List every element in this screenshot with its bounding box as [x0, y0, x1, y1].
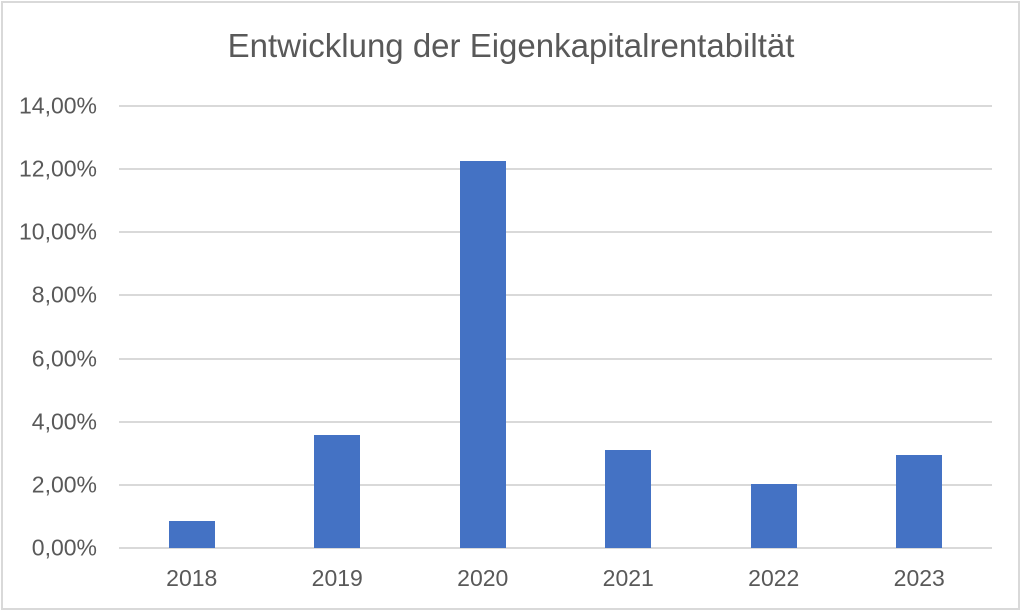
- gridlines: [119, 105, 992, 549]
- bar-slot: [701, 106, 847, 548]
- bar-slot: [410, 106, 556, 548]
- x-axis-tick-label: 2021: [602, 565, 654, 591]
- bar-2023[interactable]: [896, 455, 943, 548]
- x-axis-tick-label: 2020: [457, 565, 509, 591]
- bar-slot: [847, 106, 993, 548]
- y-axis: 0,00% 2,00% 4,00% 6,00% 8,00% 10,00% 12,00% 14,…: [0, 94, 97, 559]
- gridline: [119, 231, 992, 234]
- bar-2020[interactable]: [459, 161, 506, 548]
- y-axis-tick-label: 2,00%: [31, 471, 97, 498]
- x-axis-tick-label: 2018: [166, 565, 218, 591]
- x-axis-tick-label: 2022: [748, 565, 800, 591]
- bar-slot: [119, 106, 265, 548]
- bars-container: [119, 106, 992, 548]
- gridline: [119, 357, 992, 360]
- y-axis-tick-label: 12,00%: [18, 155, 97, 182]
- x-axis-tick-label: 2019: [311, 565, 363, 591]
- plot-area: [119, 105, 992, 549]
- y-axis-tick-label: 6,00%: [31, 345, 97, 372]
- y-axis-tick-label: 4,00%: [31, 408, 97, 435]
- y-axis-tick-label: 8,00%: [31, 281, 97, 308]
- y-axis-tick-label: 14,00%: [18, 92, 97, 119]
- bar-slot: [265, 106, 411, 548]
- gridline: [119, 547, 992, 549]
- bar-2021[interactable]: [605, 449, 652, 548]
- gridline: [119, 105, 992, 107]
- bar-2018[interactable]: [168, 521, 215, 548]
- y-axis-tick-label: 10,00%: [18, 218, 97, 245]
- bar-slot: [556, 106, 702, 548]
- gridline: [119, 420, 992, 423]
- bar-2019[interactable]: [314, 435, 361, 548]
- x-axis: 2018 2019 2020 2021 2022 2023: [119, 564, 992, 594]
- gridline: [119, 294, 992, 297]
- gridline: [119, 168, 992, 171]
- x-axis-tick-label: 2023: [893, 565, 945, 591]
- chart-title: Entwicklung der Eigenkapitalrentabiltät: [227, 27, 795, 64]
- gridline: [119, 483, 992, 486]
- bar-2022[interactable]: [750, 483, 797, 548]
- y-axis-tick-label: 0,00%: [31, 534, 97, 561]
